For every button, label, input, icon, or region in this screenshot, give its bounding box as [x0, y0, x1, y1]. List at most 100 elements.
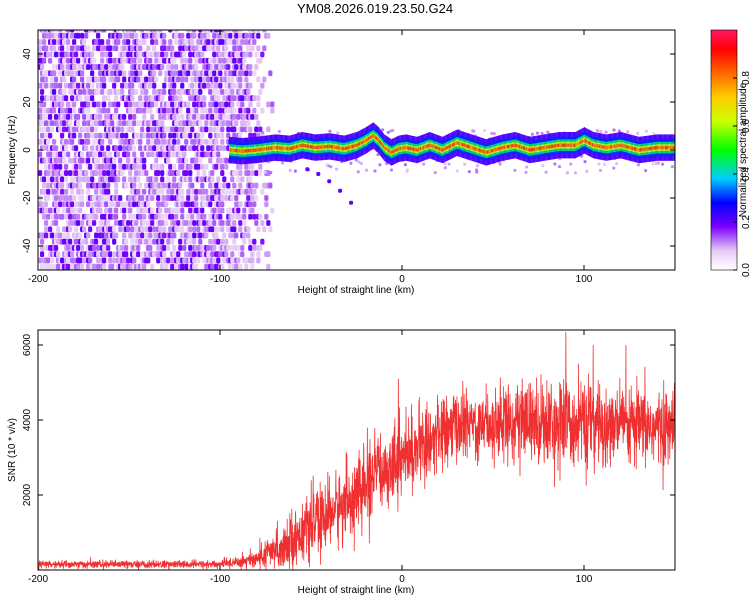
ridge-cell — [351, 144, 353, 149]
ridge-cell — [287, 146, 289, 151]
noise-cell — [62, 157, 67, 164]
ridge-cell — [472, 146, 474, 150]
ridge-cell — [617, 143, 619, 148]
noise-cell — [192, 145, 197, 151]
noise-cell — [114, 145, 119, 151]
noise-cell — [234, 232, 239, 239]
ridge-cell — [552, 144, 554, 148]
noise-cell — [72, 182, 77, 189]
speckle-cell — [654, 161, 658, 165]
ridge-cell — [396, 148, 398, 152]
ridge-cell — [272, 146, 274, 150]
noise-cell — [98, 238, 103, 245]
noise-cell — [82, 226, 87, 233]
noise-cell — [94, 120, 99, 127]
noise-cell — [166, 257, 171, 264]
secondary-trace-cell — [305, 167, 310, 172]
ridge-cell — [241, 149, 243, 153]
noise-cell — [190, 195, 195, 201]
noise-cell — [248, 245, 253, 251]
noise-cell — [180, 145, 185, 151]
ridge-cell — [432, 144, 434, 149]
noise-cell — [108, 257, 113, 264]
ridge-cell — [578, 141, 580, 145]
speckle-cell — [670, 165, 674, 169]
noise-cell — [248, 132, 253, 139]
speckle-cell — [636, 132, 640, 136]
ridge-cell — [570, 143, 572, 147]
noise-cell — [172, 232, 177, 239]
ridge-cell — [236, 149, 238, 153]
noise-cell — [266, 126, 271, 133]
noise-cell — [88, 89, 93, 95]
ridge-cell — [513, 143, 515, 148]
noise-cell — [112, 226, 117, 233]
noise-cell — [100, 64, 105, 70]
noise-cell — [194, 157, 199, 164]
noise-cell — [114, 45, 119, 52]
ridge-cell — [423, 145, 425, 149]
ridge-cell — [442, 147, 444, 152]
ridge-cell — [567, 143, 569, 147]
noise-cell — [222, 257, 227, 264]
noise-cell — [82, 114, 87, 120]
noise-cell — [194, 57, 199, 64]
noise-cell — [74, 201, 79, 208]
ridge-cell — [614, 144, 616, 148]
noise-cell — [78, 207, 83, 214]
noise-cell — [146, 132, 151, 139]
ridge-cell — [315, 145, 317, 150]
noise-cell — [250, 45, 255, 52]
noise-cell — [230, 89, 235, 95]
noise-cell — [62, 207, 67, 214]
noise-cell — [202, 213, 207, 220]
noise-cell — [136, 163, 141, 170]
speckle-cell — [604, 130, 608, 134]
noise-cell — [90, 82, 95, 89]
noise-cell — [224, 163, 229, 170]
noise-cell — [68, 157, 73, 164]
noise-cell — [262, 30, 267, 33]
ridge-cell — [512, 144, 514, 148]
noise-cell — [122, 176, 127, 183]
noise-cell — [138, 95, 143, 102]
ridge-cell — [424, 145, 426, 149]
noise-cell — [102, 182, 107, 189]
ridge-cell — [261, 147, 263, 151]
noise-cell — [260, 107, 265, 114]
noise-cell — [160, 120, 165, 127]
noise-cell — [184, 132, 189, 139]
noise-cell — [242, 213, 247, 220]
ridge-cell — [563, 143, 565, 147]
noise-cell — [64, 145, 69, 151]
noise-cell — [172, 176, 177, 183]
noise-cell — [62, 151, 67, 158]
noise-cell — [162, 245, 167, 251]
ridge-cell — [620, 143, 622, 147]
noise-cell — [216, 176, 221, 183]
noise-cell — [168, 30, 173, 33]
noise-cell — [70, 32, 75, 39]
ridge-cell — [393, 149, 395, 153]
noise-cell — [258, 213, 263, 220]
ridge-cell — [537, 146, 539, 151]
noise-cell — [220, 132, 225, 139]
ridge-cell — [232, 148, 234, 153]
noise-cell — [126, 39, 131, 45]
noise-cell — [244, 163, 249, 170]
ridge-cell — [544, 145, 546, 150]
noise-cell — [62, 76, 67, 83]
noise-cell — [226, 182, 231, 189]
noise-cell — [246, 195, 251, 201]
noise-cell — [144, 170, 149, 176]
noise-cell — [218, 82, 223, 89]
noise-cell — [106, 95, 111, 102]
noise-cell — [174, 30, 179, 33]
noise-cell — [200, 138, 205, 145]
ridge-cell — [550, 144, 552, 149]
ridge-cell — [311, 145, 313, 149]
noise-cell — [254, 51, 259, 58]
ridge-cell — [238, 149, 240, 153]
noise-cell — [200, 132, 205, 139]
ridge-cell — [334, 145, 336, 149]
